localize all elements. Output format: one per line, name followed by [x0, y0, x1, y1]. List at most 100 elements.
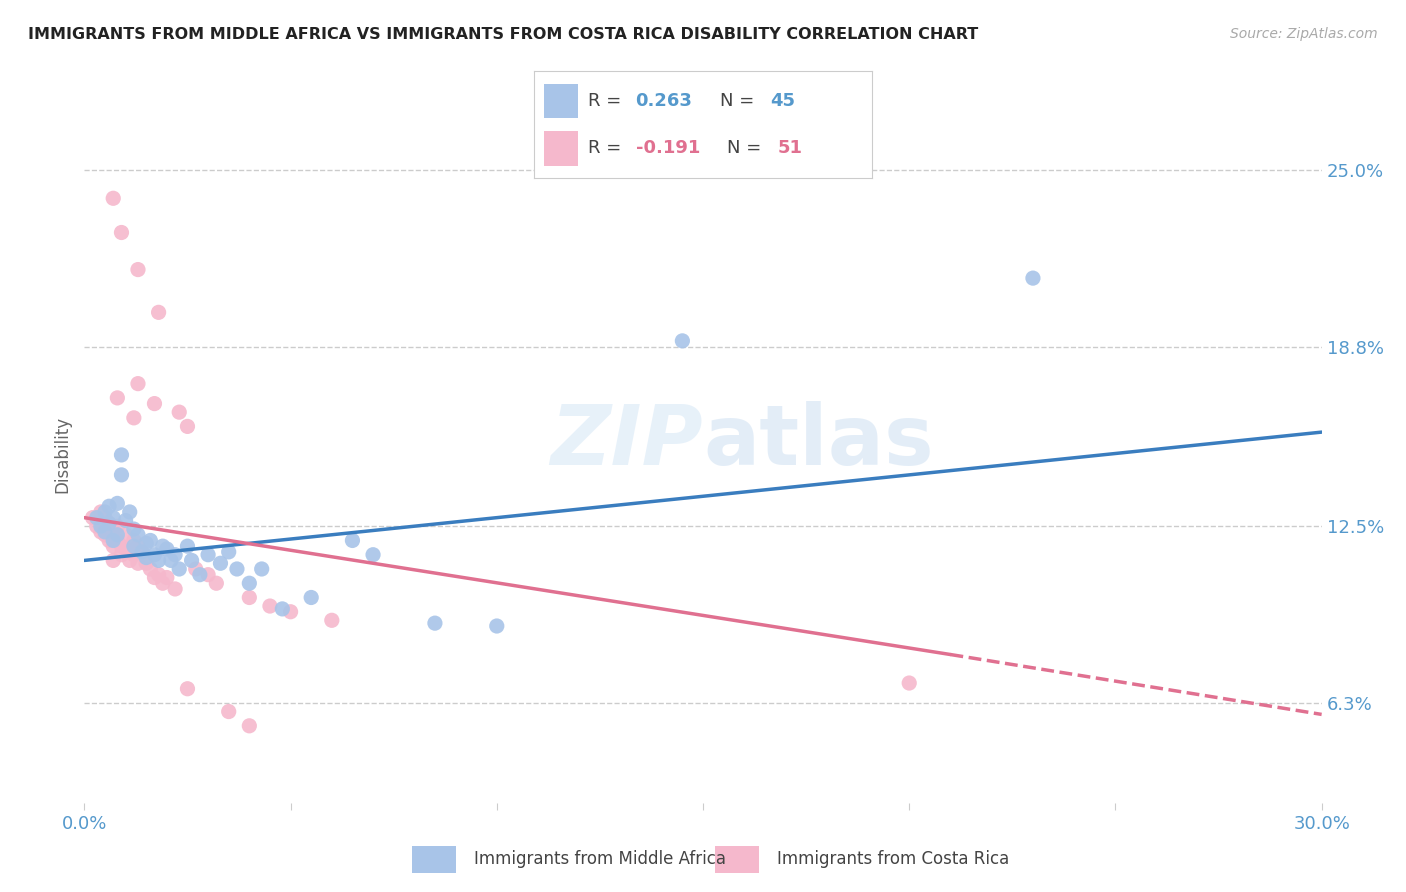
Point [103, 553, 125, 567]
Bar [716, 847, 759, 873]
Point [205, 576, 228, 591]
Text: atlas: atlas [703, 401, 934, 482]
Point [105, 528, 128, 542]
Point [103, 533, 125, 548]
Y-axis label: Disability: Disability [53, 417, 72, 493]
Bar [412, 847, 456, 873]
Text: -0.191: -0.191 [636, 139, 700, 157]
Point [110, 467, 132, 482]
Point [148, 567, 170, 582]
Point [122, 533, 145, 548]
Point [103, 191, 125, 205]
Point [118, 553, 141, 567]
Point [105, 533, 128, 548]
Point [98, 533, 121, 548]
Point [139, 562, 162, 576]
Text: N =: N = [727, 139, 766, 157]
Text: 51: 51 [778, 139, 803, 157]
Point [423, 616, 446, 631]
Point [238, 591, 260, 605]
Bar [544, 131, 578, 166]
Point [122, 522, 145, 536]
Point [135, 550, 157, 565]
Point [105, 519, 128, 533]
Text: Immigrants from Costa Rica: Immigrants from Costa Rica [778, 849, 1010, 868]
Point [165, 582, 187, 596]
Point [342, 533, 364, 548]
Point [167, 405, 190, 419]
Point [299, 591, 322, 605]
Point [238, 719, 260, 733]
Point [280, 605, 302, 619]
Text: IMMIGRANTS FROM MIDDLE AFRICA VS IMMIGRANTS FROM COSTA RICA DISABILITY CORRELATI: IMMIGRANTS FROM MIDDLE AFRICA VS IMMIGRA… [28, 27, 979, 42]
Point [1022, 271, 1045, 285]
Point [143, 396, 166, 410]
Point [122, 410, 145, 425]
Point [110, 539, 132, 553]
Point [226, 562, 249, 576]
Point [321, 613, 343, 627]
Point [94, 528, 117, 542]
Point [148, 305, 170, 319]
Point [152, 539, 174, 553]
Text: 0.263: 0.263 [636, 93, 692, 111]
Point [152, 576, 174, 591]
Point [485, 619, 508, 633]
Point [259, 599, 281, 613]
Point [127, 376, 149, 391]
Point [135, 536, 157, 550]
Point [671, 334, 693, 348]
Point [94, 524, 117, 539]
Point [110, 226, 132, 240]
Point [94, 505, 117, 519]
Point [127, 539, 149, 553]
Point [238, 576, 260, 591]
Point [188, 567, 211, 582]
Point [218, 705, 240, 719]
Point [160, 553, 183, 567]
Point [143, 548, 166, 562]
Point [86, 510, 108, 524]
Point [110, 448, 132, 462]
Point [271, 602, 294, 616]
Point [127, 528, 149, 542]
Point [98, 500, 121, 514]
Point [197, 548, 219, 562]
Point [361, 548, 384, 562]
Text: Source: ZipAtlas.com: Source: ZipAtlas.com [1230, 27, 1378, 41]
Point [197, 567, 219, 582]
Point [103, 510, 125, 524]
Point [184, 562, 207, 576]
Point [165, 548, 187, 562]
Point [110, 548, 132, 562]
Text: 45: 45 [770, 93, 796, 111]
Point [98, 516, 121, 531]
Point [250, 562, 273, 576]
Point [135, 556, 157, 570]
Point [209, 556, 232, 570]
Point [143, 570, 166, 584]
Point [94, 510, 117, 524]
Point [898, 676, 921, 690]
Point [105, 391, 128, 405]
Text: ZIP: ZIP [550, 401, 703, 482]
Point [131, 545, 153, 559]
Text: R =: R = [588, 93, 627, 111]
Point [114, 514, 136, 528]
Point [90, 524, 112, 539]
Point [90, 505, 112, 519]
Bar [544, 84, 578, 119]
Point [167, 562, 190, 576]
Point [82, 510, 104, 524]
Point [180, 553, 202, 567]
Text: N =: N = [720, 93, 759, 111]
Point [105, 496, 128, 510]
Point [148, 553, 170, 567]
Point [103, 539, 125, 553]
Point [90, 519, 112, 533]
Point [127, 556, 149, 570]
Point [218, 545, 240, 559]
Text: Immigrants from Middle Africa: Immigrants from Middle Africa [474, 849, 725, 868]
Point [156, 570, 179, 584]
Point [176, 681, 198, 696]
